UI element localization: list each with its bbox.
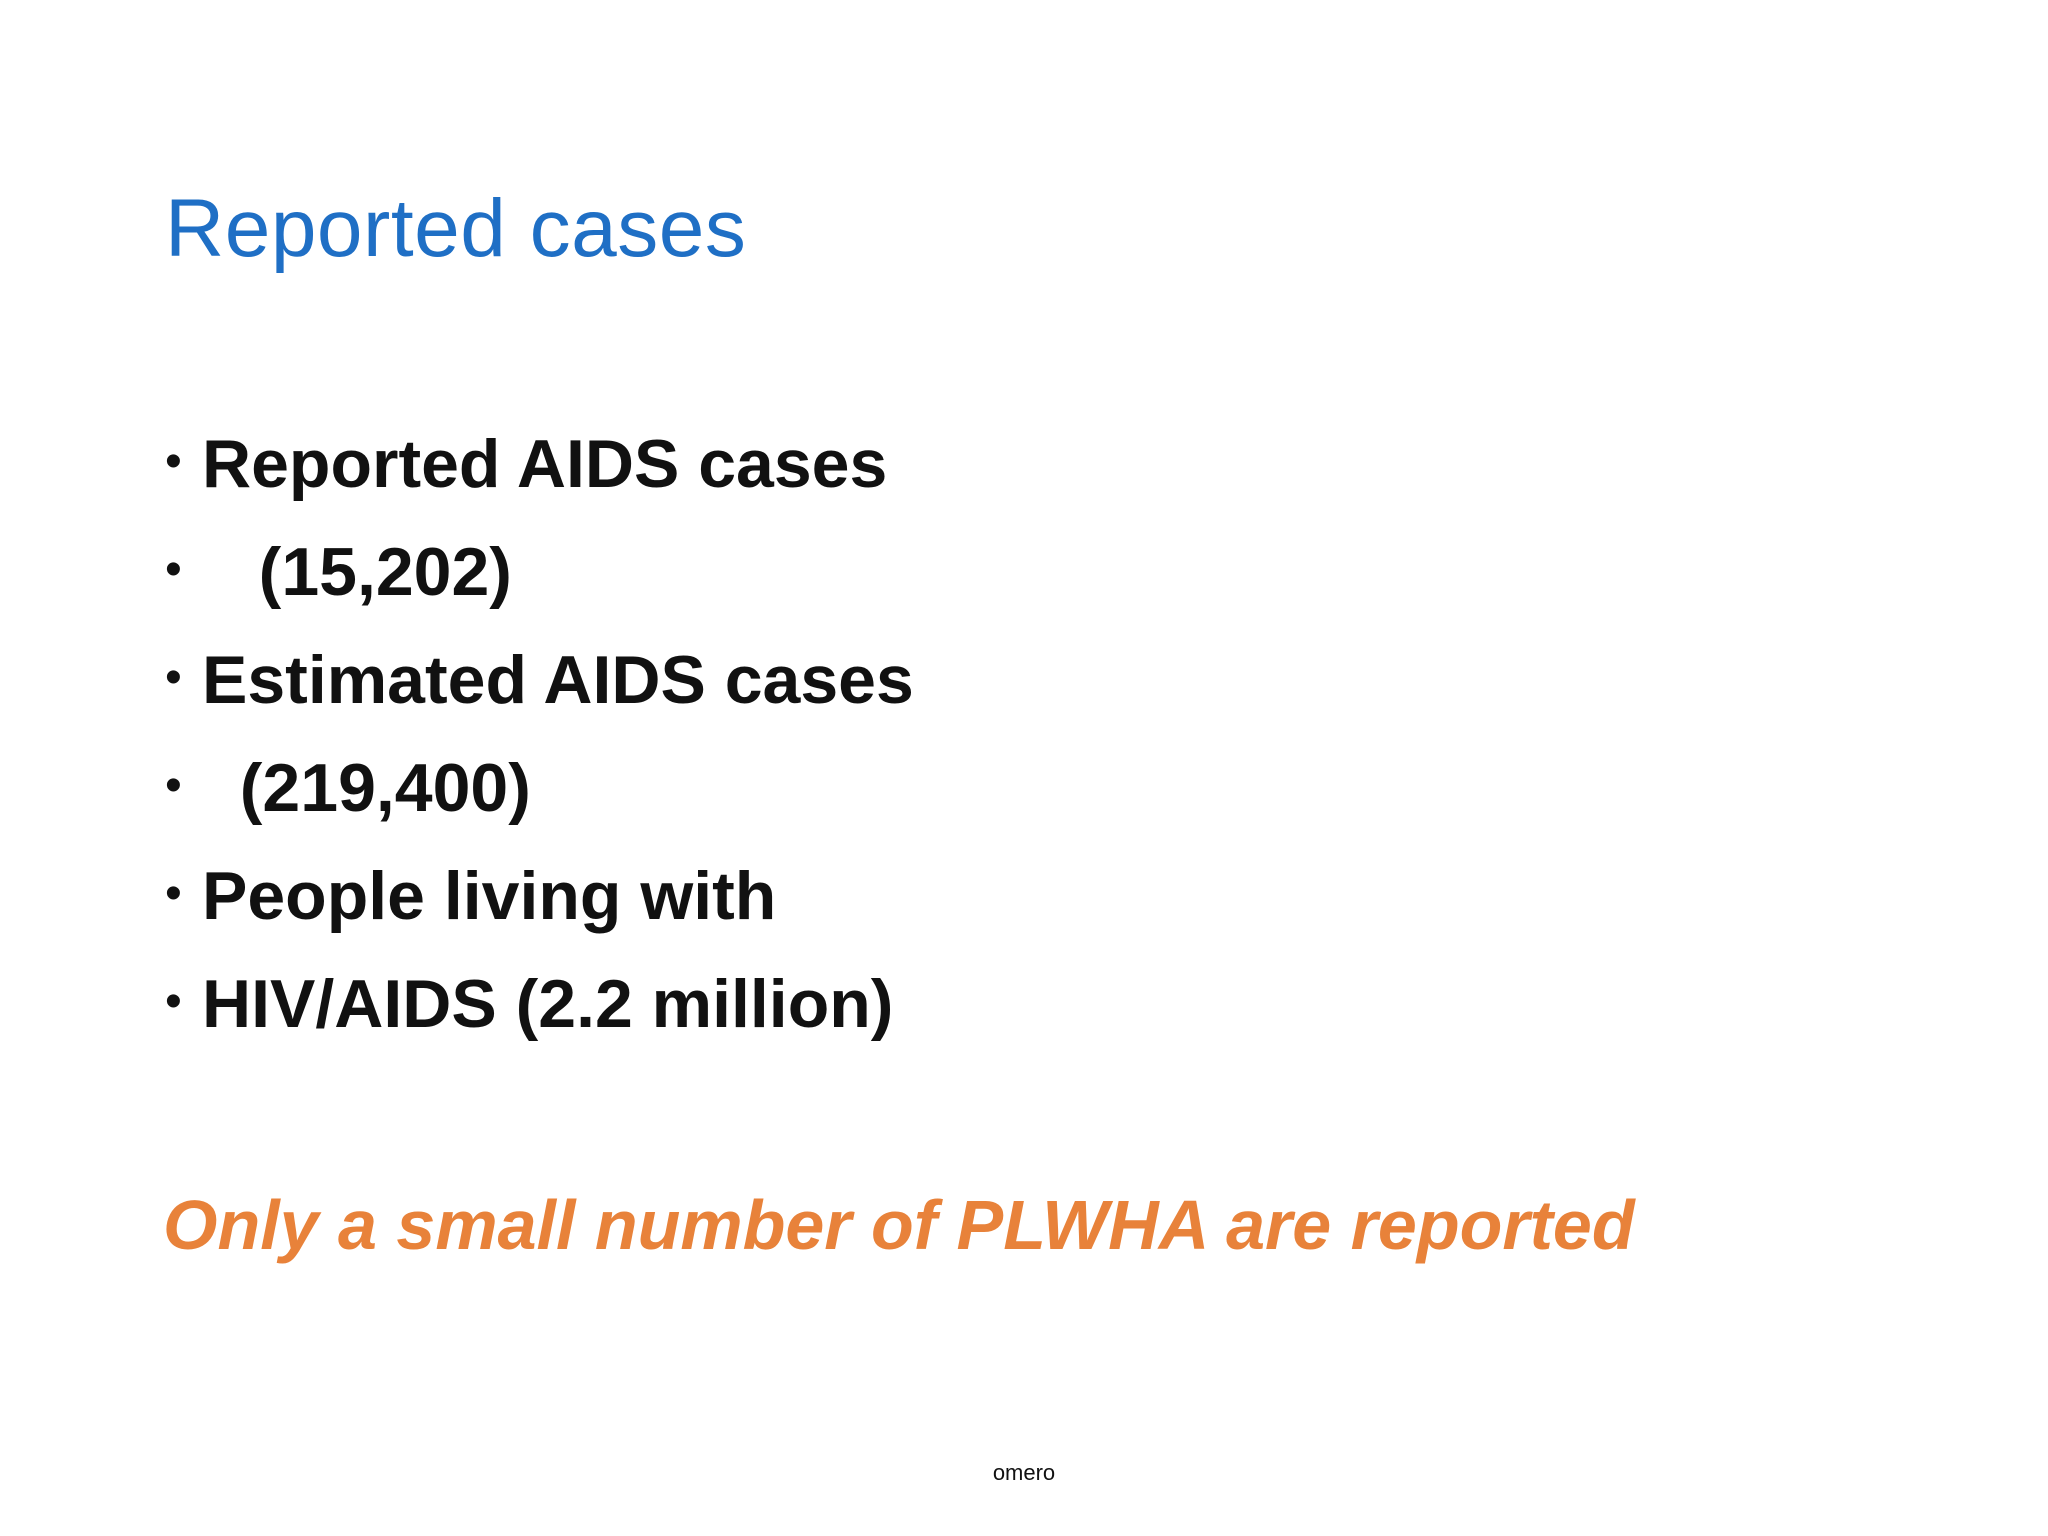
bullet-marker: • bbox=[165, 975, 182, 1028]
bullet-text: (15,202) bbox=[202, 534, 512, 610]
slide-title: Reported cases bbox=[165, 183, 747, 274]
bullet-item: • Estimated AIDS cases bbox=[165, 646, 914, 754]
bullet-marker: • bbox=[165, 543, 182, 596]
bullet-list: • Reported AIDS cases • (15,202) • Estim… bbox=[165, 430, 914, 1078]
emphasis-statement: Only a small number of PLWHA are reporte… bbox=[163, 1186, 1635, 1264]
bullet-text: (219,400) bbox=[202, 750, 531, 826]
bullet-marker: • bbox=[165, 759, 182, 812]
bullet-item: • People living with bbox=[165, 862, 776, 970]
bullet-marker: • bbox=[165, 651, 182, 704]
bullet-item: • (219,400) bbox=[165, 754, 531, 862]
bullet-marker: • bbox=[165, 867, 182, 920]
bullet-text: People living with bbox=[202, 858, 777, 934]
bullet-item: • HIV/AIDS (2.2 million) bbox=[165, 970, 893, 1078]
bullet-text: Estimated AIDS cases bbox=[202, 642, 914, 718]
bullet-item: • Reported AIDS cases bbox=[165, 430, 887, 538]
bullet-text: HIV/AIDS (2.2 million) bbox=[202, 966, 894, 1042]
slide-footer: omero bbox=[992, 1460, 1056, 1485]
bullet-item: • (15,202) bbox=[165, 538, 512, 646]
bullet-marker: • bbox=[165, 435, 182, 488]
bullet-text: Reported AIDS cases bbox=[202, 426, 888, 502]
